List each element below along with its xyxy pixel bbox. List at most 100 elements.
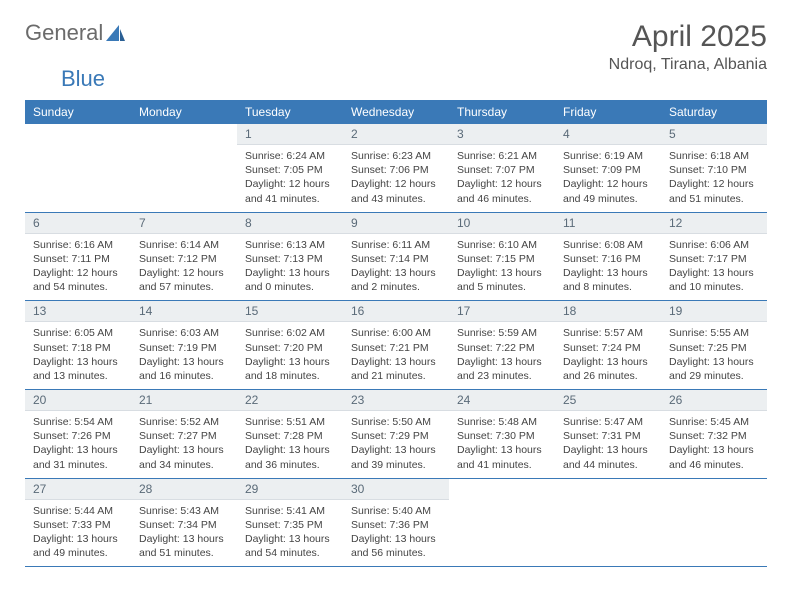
logo-line2: Blue bbox=[25, 66, 767, 92]
day-number: 4 bbox=[555, 124, 661, 145]
calendar-cell: 28Sunrise: 5:43 AMSunset: 7:34 PMDayligh… bbox=[131, 478, 237, 567]
calendar-cell: 9Sunrise: 6:11 AMSunset: 7:14 PMDaylight… bbox=[343, 212, 449, 301]
calendar-cell: 23Sunrise: 5:50 AMSunset: 7:29 PMDayligh… bbox=[343, 390, 449, 479]
calendar-cell: 1Sunrise: 6:24 AMSunset: 7:05 PMDaylight… bbox=[237, 124, 343, 212]
calendar-row: 1Sunrise: 6:24 AMSunset: 7:05 PMDaylight… bbox=[25, 124, 767, 212]
calendar-cell: 8Sunrise: 6:13 AMSunset: 7:13 PMDaylight… bbox=[237, 212, 343, 301]
day-header: Wednesday bbox=[343, 100, 449, 124]
day-content: Sunrise: 5:54 AMSunset: 7:26 PMDaylight:… bbox=[25, 411, 131, 478]
day-content: Sunrise: 6:05 AMSunset: 7:18 PMDaylight:… bbox=[25, 322, 131, 389]
day-content: Sunrise: 6:14 AMSunset: 7:12 PMDaylight:… bbox=[131, 234, 237, 301]
calendar-cell bbox=[449, 478, 555, 567]
day-number: 28 bbox=[131, 479, 237, 500]
calendar-cell: 20Sunrise: 5:54 AMSunset: 7:26 PMDayligh… bbox=[25, 390, 131, 479]
day-content: Sunrise: 6:24 AMSunset: 7:05 PMDaylight:… bbox=[237, 145, 343, 212]
day-number: 21 bbox=[131, 390, 237, 411]
day-content: Sunrise: 5:43 AMSunset: 7:34 PMDaylight:… bbox=[131, 500, 237, 567]
day-number: 22 bbox=[237, 390, 343, 411]
day-number: 11 bbox=[555, 213, 661, 234]
calendar-cell: 17Sunrise: 5:59 AMSunset: 7:22 PMDayligh… bbox=[449, 301, 555, 390]
day-number: 5 bbox=[661, 124, 767, 145]
day-number: 8 bbox=[237, 213, 343, 234]
day-content: Sunrise: 5:47 AMSunset: 7:31 PMDaylight:… bbox=[555, 411, 661, 478]
day-number: 19 bbox=[661, 301, 767, 322]
day-content: Sunrise: 5:48 AMSunset: 7:30 PMDaylight:… bbox=[449, 411, 555, 478]
day-content: Sunrise: 6:06 AMSunset: 7:17 PMDaylight:… bbox=[661, 234, 767, 301]
day-content: Sunrise: 6:02 AMSunset: 7:20 PMDaylight:… bbox=[237, 322, 343, 389]
day-number: 14 bbox=[131, 301, 237, 322]
day-content: Sunrise: 5:55 AMSunset: 7:25 PMDaylight:… bbox=[661, 322, 767, 389]
day-header: Thursday bbox=[449, 100, 555, 124]
day-number: 30 bbox=[343, 479, 449, 500]
calendar-head: SundayMondayTuesdayWednesdayThursdayFrid… bbox=[25, 100, 767, 124]
calendar-cell: 15Sunrise: 6:02 AMSunset: 7:20 PMDayligh… bbox=[237, 301, 343, 390]
day-number: 15 bbox=[237, 301, 343, 322]
calendar-cell bbox=[131, 124, 237, 212]
day-content: Sunrise: 5:45 AMSunset: 7:32 PMDaylight:… bbox=[661, 411, 767, 478]
day-content: Sunrise: 5:52 AMSunset: 7:27 PMDaylight:… bbox=[131, 411, 237, 478]
day-content: Sunrise: 6:21 AMSunset: 7:07 PMDaylight:… bbox=[449, 145, 555, 212]
day-content: Sunrise: 6:00 AMSunset: 7:21 PMDaylight:… bbox=[343, 322, 449, 389]
calendar-cell: 10Sunrise: 6:10 AMSunset: 7:15 PMDayligh… bbox=[449, 212, 555, 301]
calendar-cell: 13Sunrise: 6:05 AMSunset: 7:18 PMDayligh… bbox=[25, 301, 131, 390]
day-number: 23 bbox=[343, 390, 449, 411]
day-content: Sunrise: 5:59 AMSunset: 7:22 PMDaylight:… bbox=[449, 322, 555, 389]
day-header: Friday bbox=[555, 100, 661, 124]
logo: General bbox=[25, 20, 127, 46]
day-content: Sunrise: 5:51 AMSunset: 7:28 PMDaylight:… bbox=[237, 411, 343, 478]
calendar-cell: 27Sunrise: 5:44 AMSunset: 7:33 PMDayligh… bbox=[25, 478, 131, 567]
day-number: 6 bbox=[25, 213, 131, 234]
day-content: Sunrise: 5:44 AMSunset: 7:33 PMDaylight:… bbox=[25, 500, 131, 567]
day-number: 13 bbox=[25, 301, 131, 322]
day-content: Sunrise: 6:16 AMSunset: 7:11 PMDaylight:… bbox=[25, 234, 131, 301]
calendar-body: 1Sunrise: 6:24 AMSunset: 7:05 PMDaylight… bbox=[25, 124, 767, 567]
day-number: 18 bbox=[555, 301, 661, 322]
calendar-row: 6Sunrise: 6:16 AMSunset: 7:11 PMDaylight… bbox=[25, 212, 767, 301]
day-number: 25 bbox=[555, 390, 661, 411]
calendar-cell: 4Sunrise: 6:19 AMSunset: 7:09 PMDaylight… bbox=[555, 124, 661, 212]
day-number: 2 bbox=[343, 124, 449, 145]
day-number: 1 bbox=[237, 124, 343, 145]
calendar-cell: 24Sunrise: 5:48 AMSunset: 7:30 PMDayligh… bbox=[449, 390, 555, 479]
calendar-row: 13Sunrise: 6:05 AMSunset: 7:18 PMDayligh… bbox=[25, 301, 767, 390]
day-header: Sunday bbox=[25, 100, 131, 124]
calendar-cell: 26Sunrise: 5:45 AMSunset: 7:32 PMDayligh… bbox=[661, 390, 767, 479]
calendar-cell bbox=[25, 124, 131, 212]
calendar-cell: 12Sunrise: 6:06 AMSunset: 7:17 PMDayligh… bbox=[661, 212, 767, 301]
day-content: Sunrise: 6:23 AMSunset: 7:06 PMDaylight:… bbox=[343, 145, 449, 212]
day-content: Sunrise: 6:13 AMSunset: 7:13 PMDaylight:… bbox=[237, 234, 343, 301]
logo-sail-icon bbox=[105, 23, 127, 43]
calendar-cell: 21Sunrise: 5:52 AMSunset: 7:27 PMDayligh… bbox=[131, 390, 237, 479]
day-number: 24 bbox=[449, 390, 555, 411]
calendar-cell: 30Sunrise: 5:40 AMSunset: 7:36 PMDayligh… bbox=[343, 478, 449, 567]
day-number: 17 bbox=[449, 301, 555, 322]
calendar-cell: 16Sunrise: 6:00 AMSunset: 7:21 PMDayligh… bbox=[343, 301, 449, 390]
calendar-cell bbox=[661, 478, 767, 567]
day-number: 29 bbox=[237, 479, 343, 500]
day-number: 16 bbox=[343, 301, 449, 322]
day-header: Saturday bbox=[661, 100, 767, 124]
calendar-cell: 5Sunrise: 6:18 AMSunset: 7:10 PMDaylight… bbox=[661, 124, 767, 212]
day-content: Sunrise: 6:18 AMSunset: 7:10 PMDaylight:… bbox=[661, 145, 767, 212]
day-number: 7 bbox=[131, 213, 237, 234]
calendar-cell: 29Sunrise: 5:41 AMSunset: 7:35 PMDayligh… bbox=[237, 478, 343, 567]
calendar-row: 27Sunrise: 5:44 AMSunset: 7:33 PMDayligh… bbox=[25, 478, 767, 567]
calendar-cell: 2Sunrise: 6:23 AMSunset: 7:06 PMDaylight… bbox=[343, 124, 449, 212]
day-content: Sunrise: 5:57 AMSunset: 7:24 PMDaylight:… bbox=[555, 322, 661, 389]
calendar-cell bbox=[555, 478, 661, 567]
calendar-cell: 22Sunrise: 5:51 AMSunset: 7:28 PMDayligh… bbox=[237, 390, 343, 479]
calendar-cell: 25Sunrise: 5:47 AMSunset: 7:31 PMDayligh… bbox=[555, 390, 661, 479]
calendar-row: 20Sunrise: 5:54 AMSunset: 7:26 PMDayligh… bbox=[25, 390, 767, 479]
calendar-cell: 18Sunrise: 5:57 AMSunset: 7:24 PMDayligh… bbox=[555, 301, 661, 390]
day-content: Sunrise: 6:11 AMSunset: 7:14 PMDaylight:… bbox=[343, 234, 449, 301]
day-content: Sunrise: 5:41 AMSunset: 7:35 PMDaylight:… bbox=[237, 500, 343, 567]
month-title: April 2025 bbox=[609, 20, 767, 54]
day-content: Sunrise: 6:08 AMSunset: 7:16 PMDaylight:… bbox=[555, 234, 661, 301]
calendar-cell: 14Sunrise: 6:03 AMSunset: 7:19 PMDayligh… bbox=[131, 301, 237, 390]
calendar-cell: 3Sunrise: 6:21 AMSunset: 7:07 PMDaylight… bbox=[449, 124, 555, 212]
day-content: Sunrise: 6:10 AMSunset: 7:15 PMDaylight:… bbox=[449, 234, 555, 301]
calendar-table: SundayMondayTuesdayWednesdayThursdayFrid… bbox=[25, 100, 767, 567]
calendar-cell: 6Sunrise: 6:16 AMSunset: 7:11 PMDaylight… bbox=[25, 212, 131, 301]
day-number: 9 bbox=[343, 213, 449, 234]
day-content: Sunrise: 6:03 AMSunset: 7:19 PMDaylight:… bbox=[131, 322, 237, 389]
